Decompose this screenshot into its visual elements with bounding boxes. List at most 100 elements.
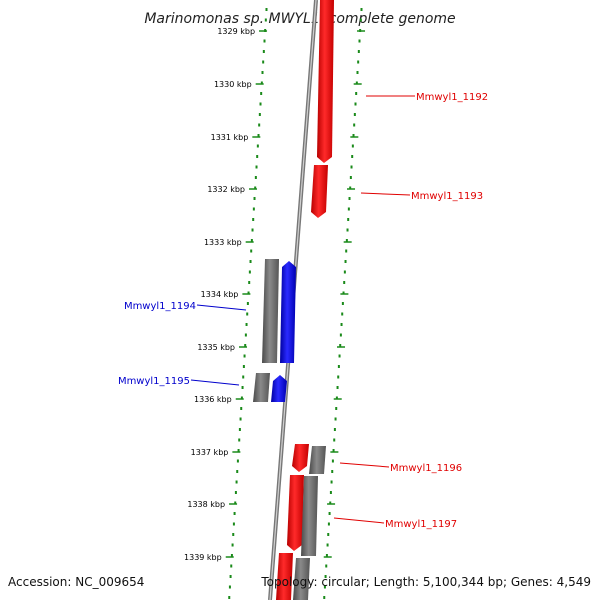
scale-tick-label: 1329 kbp bbox=[217, 27, 255, 36]
ring-dot bbox=[354, 102, 357, 106]
ring-dot bbox=[260, 92, 263, 95]
cds-block bbox=[293, 558, 310, 600]
ring-dot bbox=[249, 260, 252, 263]
reverse-gene-arrow bbox=[271, 375, 287, 402]
ring-dot bbox=[335, 396, 338, 400]
forward-gene-arrow bbox=[311, 165, 328, 218]
ring-dot bbox=[328, 512, 331, 515]
cds-block bbox=[301, 476, 318, 556]
ring-dot bbox=[228, 585, 231, 589]
ring-dot bbox=[353, 113, 356, 116]
ring-dot bbox=[264, 18, 267, 22]
ring-dot bbox=[254, 186, 257, 190]
ring-dot bbox=[331, 470, 334, 473]
ring-dot bbox=[259, 102, 262, 106]
ring-dot bbox=[323, 585, 326, 589]
ring-dot bbox=[251, 228, 254, 232]
ring-dot bbox=[329, 491, 332, 494]
ring-dot bbox=[350, 165, 353, 169]
ring-dot bbox=[228, 596, 231, 599]
ring-dot bbox=[263, 39, 266, 43]
ring-dot bbox=[230, 554, 233, 557]
ring-dot bbox=[357, 50, 360, 53]
gene-leader-line bbox=[196, 304, 247, 311]
scale-ticks: 1329 kbp 1330 kbp 1331 kbp 1332 kbp 1333 kbp… bbox=[184, 27, 268, 562]
ring-dot bbox=[343, 281, 346, 284]
ring-dot bbox=[244, 344, 247, 347]
ring-dot bbox=[358, 39, 361, 43]
gene-leader-line bbox=[333, 517, 385, 524]
ring-dot bbox=[333, 428, 336, 431]
ring-dot bbox=[230, 564, 233, 568]
inner-dotted-ring bbox=[228, 8, 268, 599]
ring-dot bbox=[339, 344, 342, 347]
ring-dot bbox=[325, 564, 328, 568]
gene-leader-line bbox=[190, 379, 240, 386]
ring-dot bbox=[261, 71, 264, 74]
ring-dot bbox=[245, 323, 248, 326]
ring-dot bbox=[351, 155, 354, 158]
gene-labels: Mmwyl1_1192 Mmwyl1_1193 Mmwyl1_1194 Mmwyl1_… bbox=[118, 92, 488, 530]
ring-dot bbox=[346, 228, 349, 232]
ring-dot bbox=[347, 218, 350, 221]
ring-dot bbox=[349, 176, 352, 179]
ring-dot bbox=[336, 386, 339, 389]
gene-leader-line bbox=[339, 462, 390, 468]
ring-dot bbox=[242, 365, 245, 368]
ring-dot bbox=[248, 281, 251, 284]
accession-text: Accession: NC_009654 bbox=[8, 575, 144, 589]
ring-dot bbox=[237, 449, 240, 452]
ring-dot bbox=[335, 407, 338, 410]
gene-leader-line bbox=[360, 192, 411, 196]
ring-dot bbox=[243, 354, 246, 358]
ring-dot bbox=[327, 522, 330, 526]
gene-label: Mmwyl1_1197 bbox=[385, 519, 457, 530]
ring-dot bbox=[250, 239, 253, 242]
ring-dot bbox=[262, 60, 265, 64]
ring-dot bbox=[337, 375, 340, 379]
ring-dot bbox=[255, 165, 258, 169]
scale-tick-label: 1339 kbp bbox=[184, 553, 222, 562]
ring-dot bbox=[253, 197, 256, 200]
ring-dot bbox=[345, 249, 348, 253]
forward-gene-arrow bbox=[287, 475, 304, 551]
scale-tick-label: 1331 kbp bbox=[211, 133, 249, 142]
ring-dot bbox=[258, 113, 261, 116]
scale-tick-label: 1334 kbp bbox=[201, 290, 239, 299]
ring-dot bbox=[351, 144, 354, 148]
ring-dot bbox=[246, 312, 249, 316]
gene-label: Mmwyl1_1194 bbox=[124, 301, 196, 312]
ring-dot bbox=[250, 249, 253, 253]
ring-dot bbox=[360, 8, 363, 11]
ring-dot bbox=[342, 291, 345, 295]
ring-dot bbox=[257, 134, 260, 137]
gene-label: Mmwyl1_1192 bbox=[416, 92, 488, 103]
scale-tick-label: 1335 kbp bbox=[197, 343, 235, 352]
ring-dot bbox=[236, 470, 239, 473]
ring-dot bbox=[330, 480, 333, 484]
outer-ticks bbox=[323, 30, 366, 558]
cds-block bbox=[253, 373, 270, 402]
map-title: Marinomonas sp. MWYL1, complete genome bbox=[144, 11, 455, 27]
ring-dot bbox=[236, 459, 239, 463]
ring-dot bbox=[242, 375, 245, 379]
ring-dot bbox=[348, 197, 351, 200]
reverse-gene-arrow bbox=[280, 261, 296, 363]
outer-dotted-ring bbox=[323, 8, 363, 599]
scale-tick-label: 1336 kbp bbox=[194, 395, 232, 404]
scale-tick-label: 1332 kbp bbox=[207, 185, 245, 194]
ring-dot bbox=[240, 396, 243, 400]
ring-dot bbox=[231, 543, 234, 547]
ring-dot bbox=[265, 8, 268, 11]
ring-dot bbox=[355, 92, 358, 95]
ring-dot bbox=[340, 323, 343, 326]
ring-dot bbox=[349, 186, 352, 190]
forward-gene-arrow bbox=[292, 444, 309, 472]
ring-dot bbox=[258, 123, 261, 127]
ring-dot bbox=[256, 144, 259, 148]
gene-label: Mmwyl1_1195 bbox=[118, 376, 190, 387]
ring-dot bbox=[260, 81, 263, 85]
ring-dot bbox=[238, 428, 241, 431]
ring-dot bbox=[239, 417, 242, 421]
ring-dot bbox=[252, 218, 255, 221]
